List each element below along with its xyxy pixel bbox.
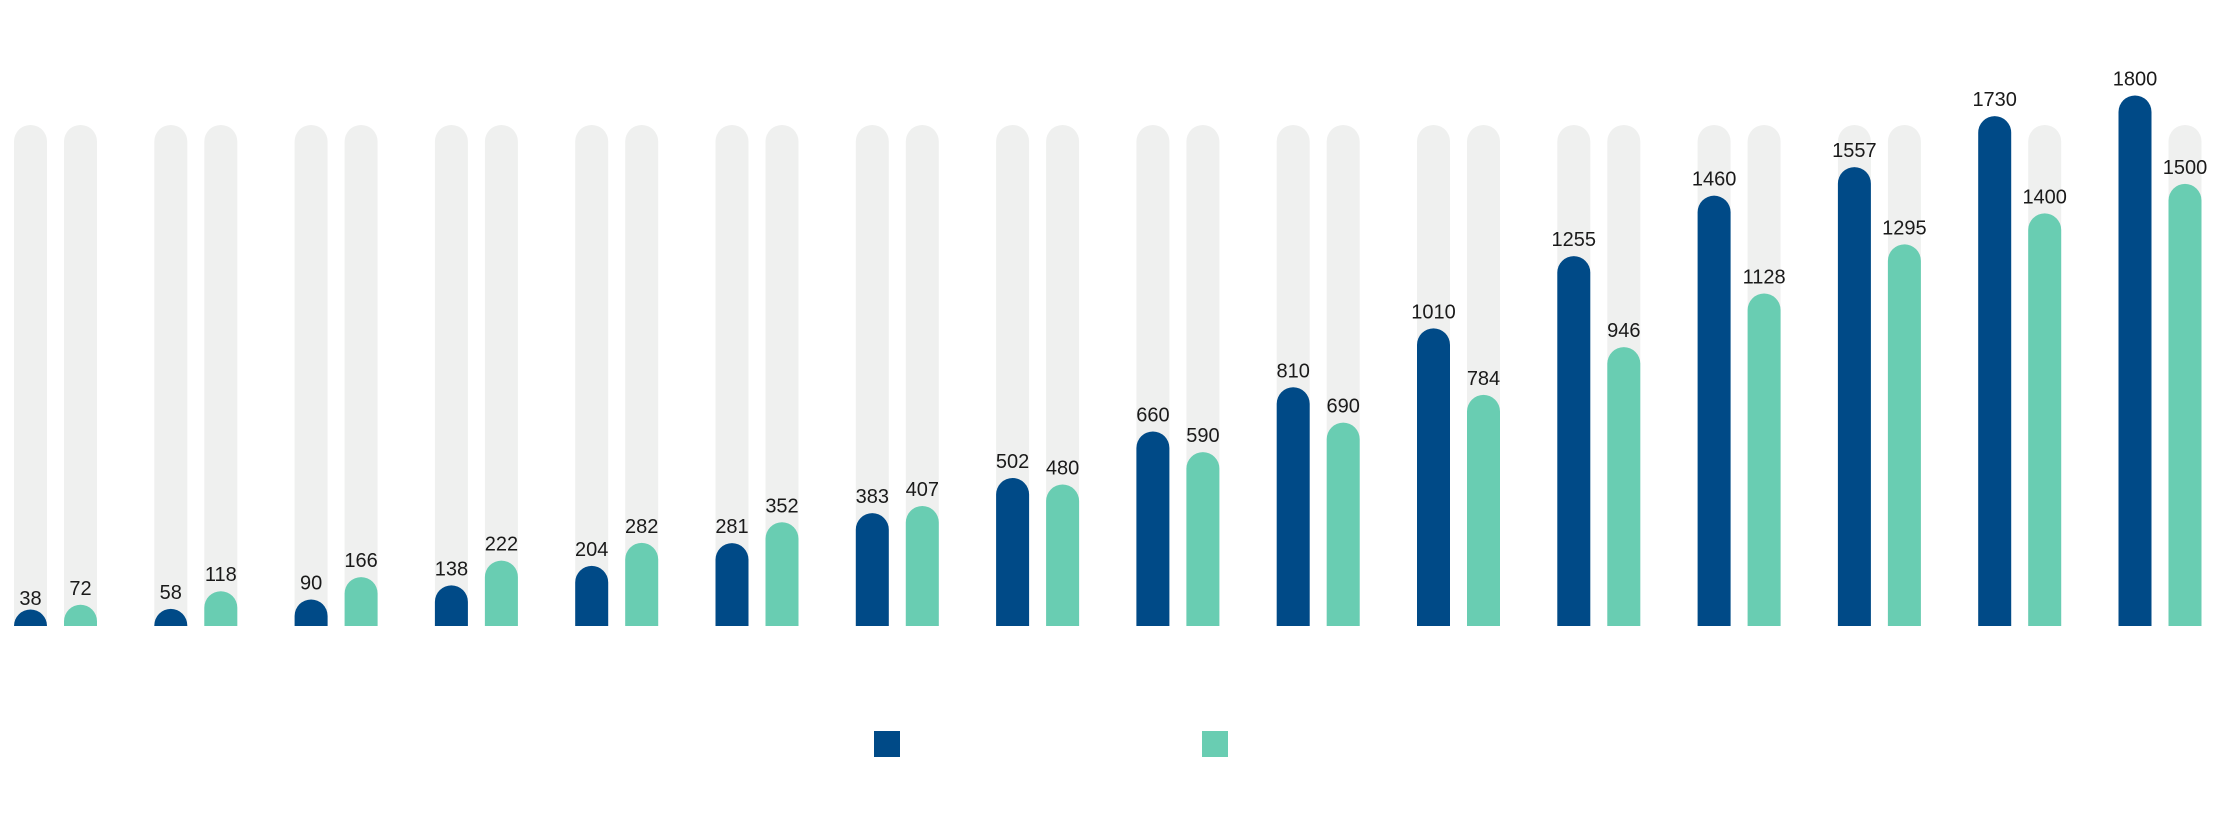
bar-series2-1 (64, 604, 97, 626)
bar-series1-9 (1136, 431, 1170, 626)
bar-series2-4 (484, 560, 518, 626)
bar-series1-2 (154, 608, 188, 626)
track-1-1 (14, 124, 47, 626)
bar-series1-7 (855, 513, 889, 626)
legend-swatch-series2 (1202, 731, 1228, 757)
bar-series1-11 (1417, 328, 1450, 626)
bar-series2-16 (2168, 183, 2202, 626)
value-label-series1-15: 1730 (1972, 89, 2017, 111)
value-label-series1-13: 1460 (1692, 169, 1737, 191)
bar-series1-13 (1697, 195, 1731, 626)
track-2-3 (344, 124, 378, 626)
value-label-series2-13: 1128 (1743, 267, 1786, 289)
value-label-series2-3: 166 (344, 550, 377, 572)
track-1-6 (715, 124, 749, 626)
background-tracks (14, 124, 2202, 626)
value-label-series2-2: 118 (205, 564, 237, 586)
bars (14, 95, 2202, 627)
value-label-series1-8: 502 (996, 451, 1029, 473)
bar-series1-1 (14, 609, 47, 626)
bar-series2-10 (1326, 422, 1360, 626)
value-label-series2-6: 352 (765, 495, 798, 517)
value-label-series1-3: 90 (300, 572, 322, 594)
value-label-series1-6: 281 (715, 516, 748, 538)
value-label-series1-10: 810 (1277, 360, 1310, 382)
track-1-2 (154, 124, 188, 626)
bar-series2-14 (1887, 244, 1921, 626)
bar-series1-12 (1557, 256, 1591, 626)
bar-series2-11 (1467, 394, 1500, 626)
bar-series1-3 (294, 599, 328, 626)
bar-series2-9 (1186, 452, 1220, 626)
bar-series2-3 (344, 577, 378, 626)
track-1-7 (855, 124, 889, 626)
value-label-series2-15: 1400 (2022, 186, 2067, 208)
bar-series2-12 (1607, 347, 1641, 626)
value-label-series1-14: 1557 (1832, 140, 1877, 162)
bar-series1-15 (1978, 116, 2012, 626)
value-label-series1-2: 58 (160, 582, 182, 604)
track-1-5 (575, 124, 609, 626)
value-label-series1-12: 1255 (1552, 229, 1597, 251)
value-label-series1-16: 1800 (2113, 68, 2158, 90)
track-1-4 (434, 124, 468, 626)
bar-series1-4 (434, 585, 468, 626)
value-label-series2-14: 1295 (1882, 217, 1927, 239)
value-label-series2-7: 407 (906, 479, 939, 501)
value-label-series2-5: 282 (625, 516, 658, 538)
bar-series2-7 (905, 506, 939, 626)
value-label-series2-9: 590 (1186, 425, 1219, 447)
bar-series1-6 (715, 543, 749, 626)
value-label-series1-9: 660 (1136, 404, 1169, 426)
value-label-series1-1: 38 (19, 588, 41, 610)
bar-series1-14 (1837, 167, 1871, 627)
value-label-series1-11: 1010 (1411, 301, 1456, 323)
value-label-series2-10: 690 (1327, 396, 1360, 418)
bar-series2-6 (765, 522, 799, 626)
value-label-series2-12: 946 (1607, 320, 1640, 342)
bar-series1-5 (575, 565, 609, 626)
track-2-5 (625, 124, 659, 626)
value-label-series2-16: 1500 (2163, 157, 2208, 179)
bar-series1-8 (996, 478, 1030, 626)
bar-series1-16 (2118, 95, 2152, 626)
bar-series2-13 (1747, 293, 1781, 626)
bar-series2-15 (2028, 213, 2062, 626)
track-2-6 (765, 124, 799, 626)
track-2-4 (484, 124, 518, 626)
track-1-3 (294, 124, 328, 626)
track-2-7 (905, 124, 939, 626)
value-label-series2-8: 480 (1046, 458, 1079, 480)
bar-series2-8 (1046, 484, 1080, 626)
value-label-series2-4: 222 (485, 534, 518, 556)
legend-swatch-series1 (874, 731, 900, 757)
bar-series2-5 (625, 542, 659, 626)
track-2-2 (204, 124, 238, 626)
value-label-series1-7: 383 (856, 486, 889, 508)
track-2-1 (64, 124, 97, 626)
value-label-series1-5: 204 (575, 539, 608, 561)
legend (874, 731, 1228, 757)
bar-series2-2 (204, 591, 238, 626)
value-labels: 38 72 58 118 90 166 138 222 204 282 281 352 383 407 50… (19, 68, 2207, 609)
value-label-series1-4: 138 (435, 558, 468, 580)
bar-series1-10 (1276, 387, 1310, 626)
value-label-series2-11: 784 (1467, 368, 1500, 390)
value-label-series2-1: 72 (69, 578, 91, 600)
